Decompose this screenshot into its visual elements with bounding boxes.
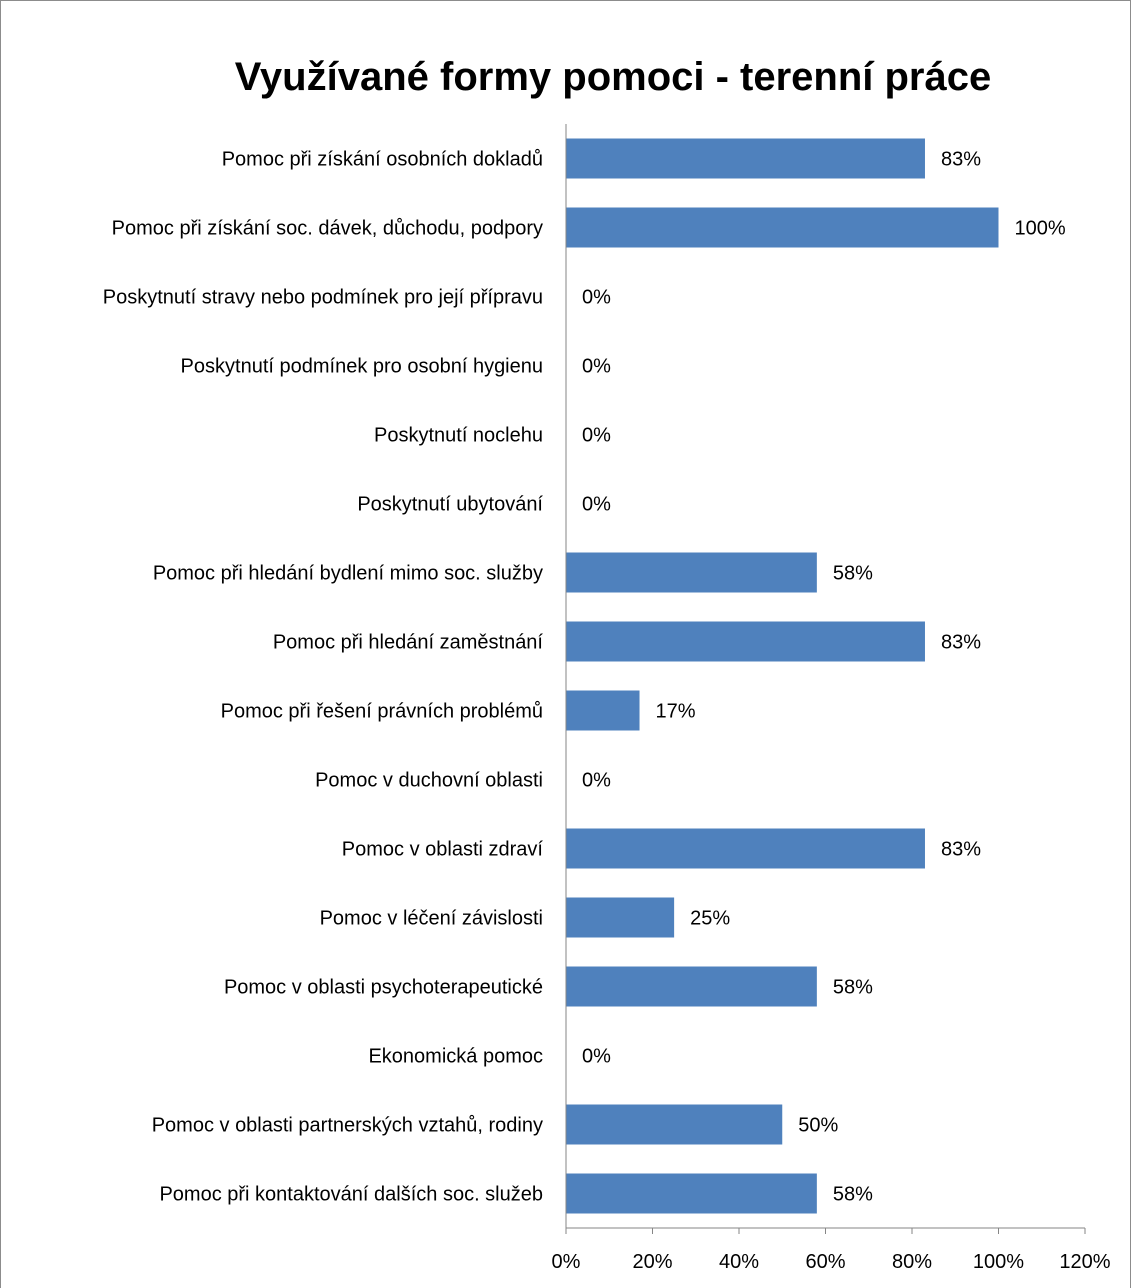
category-labels: Pomoc při získání osobních dokladů Pomoc … xyxy=(103,149,544,1206)
bar xyxy=(566,1173,817,1214)
x-tick-label: 100% xyxy=(973,1251,1024,1273)
data-label: 83% xyxy=(941,632,981,654)
data-label: 0% xyxy=(582,494,611,516)
category-label: Pomoc v oblasti partnerských vztahů, rod… xyxy=(152,1115,543,1137)
data-label: 0% xyxy=(582,1046,611,1068)
x-tick-label: 40% xyxy=(719,1251,759,1273)
data-labels: 83% 100% 0% 0% 0% 0% 58% 83% 17% 0% 83% 25% 58% 0% 50%… xyxy=(582,149,1066,1206)
category-label: Pomoc při hledání zaměstnání xyxy=(273,632,544,654)
category-label: Pomoc při řešení právních problémů xyxy=(221,701,543,723)
bar-group xyxy=(566,138,999,1214)
data-label: 58% xyxy=(833,977,873,999)
bar xyxy=(566,828,925,869)
category-label: Pomoc v oblasti zdraví xyxy=(342,839,544,861)
data-label: 83% xyxy=(941,149,981,171)
bar xyxy=(566,690,640,731)
bar xyxy=(566,138,925,179)
category-label: Pomoc při získání osobních dokladů xyxy=(222,149,543,171)
data-label: 25% xyxy=(690,908,730,930)
category-label: Pomoc při hledání bydlení mimo soc. služ… xyxy=(153,563,543,585)
category-label: Pomoc v duchovní oblasti xyxy=(315,770,543,792)
data-label: 100% xyxy=(1015,218,1066,240)
category-label: Pomoc v oblasti psychoterapeutické xyxy=(224,977,543,999)
x-tick-label: 80% xyxy=(892,1251,932,1273)
data-label: 58% xyxy=(833,1184,873,1206)
bar xyxy=(566,966,817,1007)
category-label: Pomoc při kontaktování dalších soc. služ… xyxy=(159,1184,543,1206)
x-tick-label: 60% xyxy=(805,1251,845,1273)
data-label: 0% xyxy=(582,425,611,447)
x-tick-label: 20% xyxy=(632,1251,672,1273)
data-label: 0% xyxy=(582,356,611,378)
data-label: 58% xyxy=(833,563,873,585)
category-label: Poskytnutí noclehu xyxy=(374,425,543,447)
data-label: 83% xyxy=(941,839,981,861)
bar xyxy=(566,207,999,248)
data-label: 17% xyxy=(656,701,696,723)
category-label: Pomoc při získání soc. dávek, důchodu, p… xyxy=(112,218,543,240)
x-tick-label: 0% xyxy=(552,1251,581,1273)
category-label: Poskytnutí stravy nebo podmínek pro její… xyxy=(103,287,543,309)
category-label: Poskytnutí ubytování xyxy=(357,494,543,516)
axes xyxy=(565,124,1086,1234)
bar xyxy=(566,897,675,938)
category-label: Ekonomická pomoc xyxy=(368,1046,543,1068)
data-label: 0% xyxy=(582,770,611,792)
x-tick-label: 120% xyxy=(1059,1251,1110,1273)
bar xyxy=(566,621,925,662)
bar xyxy=(566,1104,783,1145)
category-label: Pomoc v léčení závislosti xyxy=(320,908,543,930)
data-label: 0% xyxy=(582,287,611,309)
category-label: Poskytnutí podmínek pro osobní hygienu xyxy=(181,356,543,378)
chart-title: Využívané formy pomoci - terenní práce xyxy=(235,55,992,99)
bar xyxy=(566,552,817,593)
data-label: 50% xyxy=(798,1115,838,1137)
x-tick-labels: 0% 20% 40% 60% 80% 100% 120% xyxy=(552,1251,1111,1273)
